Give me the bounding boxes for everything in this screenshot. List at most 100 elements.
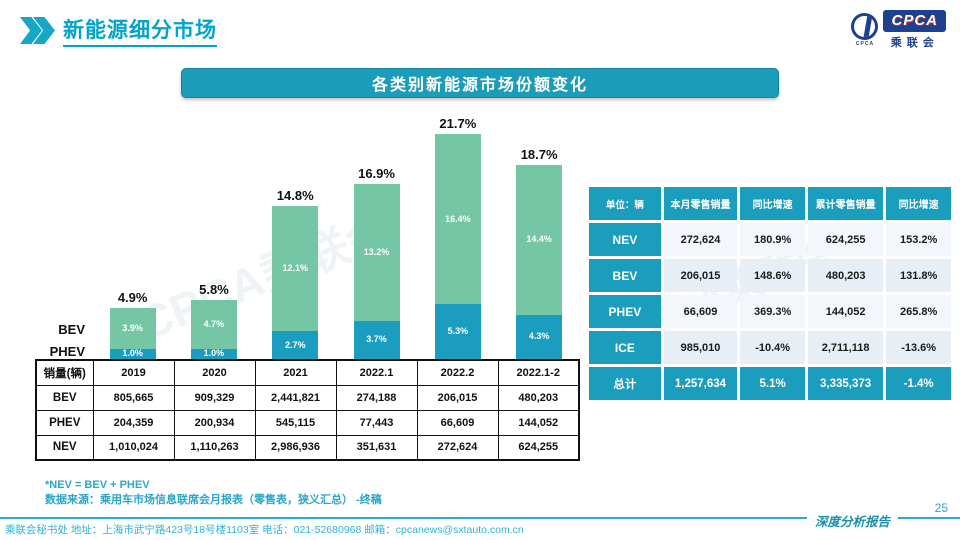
chevron-right-icon — [20, 17, 42, 44]
summary-table-wrap: 单位：辆 本月零售销量 同比增速 累计零售销量 同比增速 NEV 272,624 180.9%… — [586, 184, 954, 403]
summary-cell: 131.8% — [886, 259, 951, 292]
summary-header-cell: 单位：辆 — [589, 187, 661, 220]
sales-header-row: 销量(辆) 2019 2020 2021 2022.1 2022.2 2022.1-2 — [35, 359, 580, 386]
summary-row-label: NEV — [589, 223, 661, 256]
bar-column: 14.8% 12.1% 2.7% — [255, 188, 336, 359]
bar-column: 18.7% 14.4% 4.3% — [498, 147, 579, 359]
sales-header-cell: 2019 — [92, 359, 175, 386]
cpca-acronym: CPCA — [891, 12, 938, 29]
summary-cell: -13.6% — [886, 331, 951, 364]
sales-cell: 77,443 — [335, 409, 418, 436]
sales-table: 销量(辆) 2019 2020 2021 2022.1 2022.2 2022.1-2 BEV… — [35, 359, 580, 461]
sales-cell: 272,624 — [416, 434, 499, 461]
summary-cell: 272,624 — [663, 223, 738, 256]
slide-footer: 乘联会秘书处 地址：上海市武宁路423号18号楼1103室 电话：021-526… — [0, 501, 960, 540]
summary-table: 单位：辆 本月零售销量 同比增速 累计零售销量 同比增速 NEV 272,624 180.9%… — [586, 184, 954, 403]
chart-title: 各类别新能源市场份额变化 — [181, 68, 779, 98]
sales-cell: 66,609 — [416, 409, 499, 436]
summary-row-phev: PHEV 66,609 369.3% 144,052 265.8% — [589, 295, 951, 328]
bar-total-label: 18.7% — [520, 147, 558, 163]
summary-row-总计: 总计 1,257,634 5.1% 3,335,373 -1.4% — [589, 367, 951, 400]
sales-cell: 545,115 — [254, 409, 337, 436]
page-number: 25 — [934, 501, 948, 515]
sales-header-cell: 2020 — [173, 359, 256, 386]
summary-header-cell: 同比增速 — [886, 187, 951, 220]
summary-cell: 624,255 — [808, 223, 884, 256]
chart-series-legend: BEV PHEV — [35, 104, 87, 359]
sales-cell: 204,359 — [92, 409, 175, 436]
sales-cell: 2,986,936 — [254, 434, 337, 461]
bar-total-label: 4.9% — [117, 290, 148, 306]
bar-segment-bev: 14.4% — [516, 165, 563, 315]
bar-column: 4.9% 3.9% 1.0% — [92, 290, 173, 359]
double-chevron-icon — [20, 17, 55, 44]
summary-header-cell: 累计零售销量 — [808, 187, 884, 220]
cpca-acronym-box: CPCA — [883, 10, 946, 32]
bar-value-label: 5.3% — [447, 326, 469, 337]
summary-cell: 265.8% — [886, 295, 951, 328]
logo-text-block: CPCA 乘联会 — [883, 10, 946, 50]
sales-row: BEV 805,665 909,329 2,441,821 274,188 206,015… — [35, 384, 580, 411]
bar-segment-phev: 3.7% — [353, 320, 400, 359]
sales-header-cell: 2022.1-2 — [497, 359, 580, 386]
legend-bev-label: BEV — [58, 322, 85, 337]
summary-cell: 206,015 — [663, 259, 738, 292]
summary-row-nev: NEV 272,624 180.9% 624,255 153.2% — [589, 223, 951, 256]
sales-cell: 805,665 — [92, 384, 175, 411]
bar-value-label: 3.9% — [122, 322, 143, 333]
summary-cell: 3,335,373 — [808, 367, 884, 400]
bar-column: 21.7% 16.4% 5.3% — [417, 116, 498, 359]
bars-area: 4.9% 3.9% 1.0% 5.8% 4.7% 1.0% 14.8% 12.1% 2.7% 16… — [35, 104, 580, 359]
summary-cell: -1.4% — [886, 367, 951, 400]
sales-header-cell: 销量(辆) — [35, 359, 94, 386]
summary-cell: 66,609 — [663, 295, 738, 328]
footnotes: *NEV = BEV + PHEV 数据来源：乘用车市场信息联席会月报表（零售表… — [45, 478, 382, 508]
sales-row-label: NEV — [35, 434, 94, 461]
bar-value-label: 3.7% — [366, 334, 387, 345]
emblem-text: CPCA — [855, 41, 875, 47]
sales-row: PHEV 204,359 200,934 545,115 77,443 66,609 144… — [35, 409, 580, 436]
summary-header-row: 单位：辆 本月零售销量 同比增速 累计零售销量 同比增速 — [589, 187, 951, 220]
chevron-right-icon — [33, 17, 55, 44]
summary-cell: 1,257,634 — [663, 367, 738, 400]
bar-total-label: 16.9% — [358, 166, 395, 182]
summary-row-label: BEV — [589, 259, 661, 292]
summary-header-cell: 同比增速 — [740, 187, 805, 220]
sales-cell: 480,203 — [497, 384, 580, 411]
summary-cell: 153.2% — [886, 223, 951, 256]
sales-cell: 206,015 — [416, 384, 499, 411]
report-type-label: 深度分析报告 — [806, 511, 898, 530]
summary-cell: 985,010 — [663, 331, 738, 364]
bar-segment-bev: 3.9% — [109, 308, 156, 349]
bar-value-label: 2.7% — [284, 339, 306, 350]
sales-cell: 144,052 — [497, 409, 580, 436]
summary-cell: 148.6% — [740, 259, 805, 292]
summary-row-bev: BEV 206,015 148.6% 480,203 131.8% — [589, 259, 951, 292]
sales-header-cell: 2022.1 — [335, 359, 418, 386]
summary-cell: 369.3% — [740, 295, 805, 328]
bar-segment-phev: 4.3% — [516, 314, 563, 359]
bar-total-label: 14.8% — [276, 187, 314, 203]
sales-row-label: PHEV — [35, 409, 94, 436]
summary-cell: 5.1% — [740, 367, 805, 400]
summary-row-label: 总计 — [589, 367, 661, 400]
sales-row-label: BEV — [35, 384, 94, 411]
sales-cell: 624,255 — [497, 434, 580, 461]
footnote-line: 数据来源：乘用车市场信息联席会月报表（零售表，狭义汇总） -终稿 — [45, 493, 382, 506]
summary-cell: 2,711,118 — [808, 331, 884, 364]
bar-value-label: 4.3% — [528, 331, 550, 342]
emblem-circle-icon — [847, 9, 882, 44]
bar-value-label: 14.4% — [526, 234, 552, 245]
sales-header-cell: 2022.2 — [416, 359, 499, 386]
sales-row: NEV 1,010,024 1,110,263 2,986,936 351,631 272… — [35, 434, 580, 461]
bar-total-label: 21.7% — [439, 116, 477, 132]
bar-segment-bev: 4.7% — [190, 300, 237, 349]
bar-value-label: 12.1% — [282, 262, 308, 273]
bar-value-label: 16.4% — [445, 213, 471, 224]
footnote-line: *NEV = BEV + PHEV — [45, 479, 150, 491]
bar-column: 5.8% 4.7% 1.0% — [173, 282, 254, 359]
bar-segment-phev: 1.0% — [109, 348, 156, 359]
bar-segment-bev: 16.4% — [434, 134, 481, 305]
cpca-emblem-icon: CPCA — [847, 9, 882, 47]
